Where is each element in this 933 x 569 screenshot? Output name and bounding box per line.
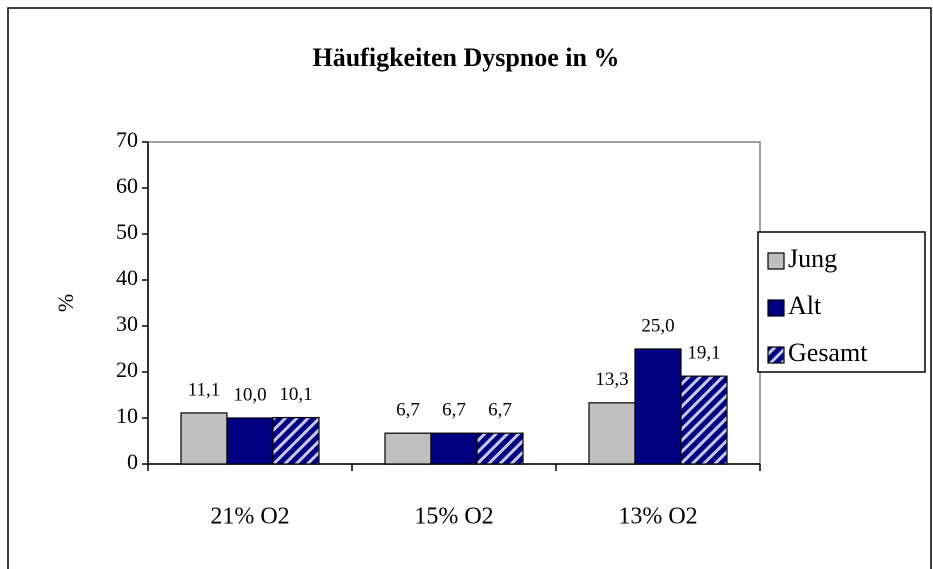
y-tick-label: 50 (116, 219, 138, 244)
y-tick-label: 30 (116, 311, 138, 336)
y-tick-label: 20 (116, 357, 138, 382)
legend-swatch (767, 346, 785, 364)
bar (384, 432, 432, 465)
chart-title: Häufigkeiten Dyspnoe in % (313, 43, 620, 72)
legend (757, 231, 926, 373)
bar (272, 416, 320, 465)
data-label: 6,7 (442, 400, 466, 421)
y-tick-label: 0 (127, 449, 138, 474)
bar (226, 417, 274, 465)
bar (476, 432, 524, 465)
bar (634, 348, 682, 465)
data-label: 25,0 (641, 315, 674, 336)
y-tick-label: 10 (116, 403, 138, 428)
legend-swatch (767, 252, 785, 270)
data-label: 10,1 (279, 384, 312, 405)
x-tick-label: 15% O2 (414, 504, 493, 530)
y-axis-label: % (53, 294, 78, 312)
bar (680, 375, 728, 465)
data-label: 13,3 (595, 369, 628, 390)
data-label: 6,7 (396, 400, 420, 421)
legend-label: Jung (788, 244, 837, 273)
x-tick-label: 21% O2 (210, 504, 289, 530)
data-label: 6,7 (488, 400, 512, 421)
legend-label: Alt (788, 291, 822, 320)
y-tick-label: 70 (116, 127, 138, 152)
y-tick-label: 60 (116, 173, 138, 198)
data-label: 10,0 (233, 384, 266, 405)
bar (430, 432, 478, 465)
bar (588, 402, 636, 465)
bar (180, 412, 228, 465)
data-label: 11,1 (188, 379, 221, 400)
legend-label: Gesamt (788, 338, 868, 367)
x-tick-label: 13% O2 (618, 504, 697, 530)
y-tick-label: 40 (116, 265, 138, 290)
data-label: 19,1 (687, 342, 720, 363)
legend-swatch (767, 299, 785, 317)
